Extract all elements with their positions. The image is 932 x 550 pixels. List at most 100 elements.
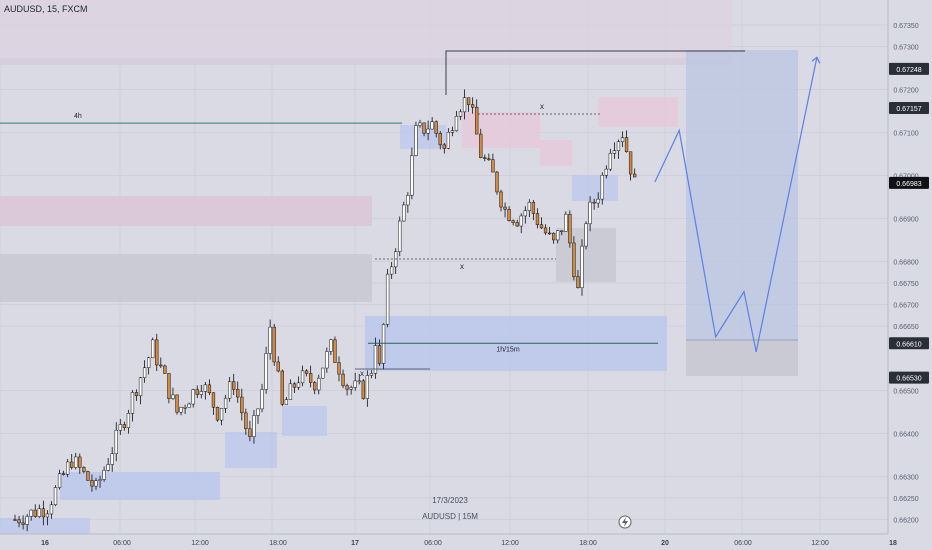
candle-up (223, 397, 228, 409)
x-tick-label: 20 (661, 540, 669, 547)
y-tick-label: 0.66250 (893, 496, 918, 503)
candle-down (547, 232, 552, 235)
y-tick-label: 0.66300 (893, 475, 918, 482)
candle-up (410, 155, 414, 196)
candle-down (341, 373, 345, 386)
candle-up (179, 407, 183, 413)
candle-up (74, 456, 78, 468)
demand-zone-3 (225, 432, 277, 468)
candle-up (600, 174, 604, 200)
long-position-stop (686, 340, 798, 376)
candle-up (454, 116, 459, 132)
supply-zone-top (0, 0, 732, 58)
candle-down (244, 412, 248, 429)
candle-up (264, 353, 268, 390)
candle-up (130, 392, 135, 414)
candle-down (552, 232, 556, 241)
projection-arrowhead (811, 56, 821, 64)
y-tick-label: 0.67100 (893, 131, 918, 138)
candle-up (256, 408, 260, 416)
candle-up (147, 357, 151, 368)
y-tick-label: 0.66200 (893, 518, 918, 525)
y-tick-label: 0.67200 (893, 88, 918, 95)
x-marker-2: x (460, 262, 464, 271)
candle-up (288, 383, 293, 400)
candle-up (523, 210, 527, 217)
candle-down (41, 508, 46, 518)
candle-down (434, 121, 438, 134)
candle-down (438, 133, 442, 146)
candle-down (361, 380, 365, 399)
candle-down (628, 151, 633, 175)
candle-down (511, 220, 515, 223)
candle-up (114, 429, 118, 455)
x-tick-label: 18 (889, 540, 897, 547)
candle-down (90, 480, 94, 487)
candle-up (321, 367, 325, 379)
price-axis-ticks: 0.673500.673000.672000.671000.670000.669… (893, 23, 918, 525)
candle-up (329, 339, 333, 352)
label-1h15m: 1h/15m (496, 346, 520, 353)
candle-down (442, 144, 446, 149)
candle-up (284, 399, 289, 405)
candle-down (292, 383, 297, 388)
x-tick-label: 06:00 (734, 540, 752, 547)
candle-down (633, 173, 637, 178)
y-tick-label: 0.66750 (893, 281, 918, 288)
price-axis[interactable] (888, 0, 932, 534)
time-axis[interactable] (0, 534, 932, 550)
candle-down (572, 242, 576, 277)
x-tick-label: 18:00 (579, 540, 597, 547)
candle-up (25, 516, 29, 525)
price-tag-label: 0.67157 (896, 106, 921, 113)
candle-down (232, 381, 236, 390)
candle-down (377, 345, 382, 364)
candle-down (475, 106, 479, 135)
candle-down (122, 424, 126, 428)
bolt-icon[interactable] (618, 515, 632, 529)
candle-up (426, 128, 430, 134)
candle-up (584, 223, 588, 247)
candle-up (414, 125, 418, 156)
x-tick-label: 16 (41, 540, 49, 547)
candle-down (13, 519, 17, 521)
demand-zone-1 (60, 472, 220, 500)
candle-up (446, 132, 451, 149)
candle-up (37, 508, 41, 517)
long-position-target (686, 50, 798, 340)
supply-zone-top-edge (0, 58, 732, 65)
time-axis-ticks: 16 06:00 12:00 18:00 17 06:00 12:00 18:00 20 06:0… (41, 540, 897, 547)
candle-down (280, 370, 284, 405)
y-tick-label: 0.66650 (893, 324, 918, 331)
candle-up (268, 326, 272, 354)
candle-up (57, 473, 62, 488)
candle-up (616, 141, 621, 152)
price-tag-label: 0.66610 (896, 341, 921, 348)
candle-up (390, 266, 394, 275)
candle-down (276, 361, 280, 372)
candle-up (353, 380, 357, 388)
candle-up (49, 504, 54, 515)
candle-up (118, 424, 122, 431)
projection-path (654, 57, 818, 352)
candle-down (21, 522, 25, 525)
candle-up (357, 380, 361, 383)
x-tick-label: 12:00 (501, 540, 519, 547)
x-tick-label: 17 (351, 540, 359, 547)
candle-up (219, 408, 224, 421)
y-tick-label: 0.67350 (893, 23, 918, 30)
high-marker-line (445, 50, 745, 95)
candle-down (531, 202, 536, 214)
candle-down (240, 396, 244, 414)
price-tag-label: 0.66983 (896, 181, 921, 188)
candle-down (167, 373, 171, 399)
candle-down (215, 406, 220, 421)
candle-down (337, 362, 341, 375)
candle-down (155, 339, 159, 366)
candle-up (260, 389, 264, 410)
candles (13, 89, 637, 532)
supply-zone-c (598, 97, 678, 127)
x-marker-1: x (540, 102, 544, 111)
y-tick-label: 0.66700 (893, 303, 918, 310)
